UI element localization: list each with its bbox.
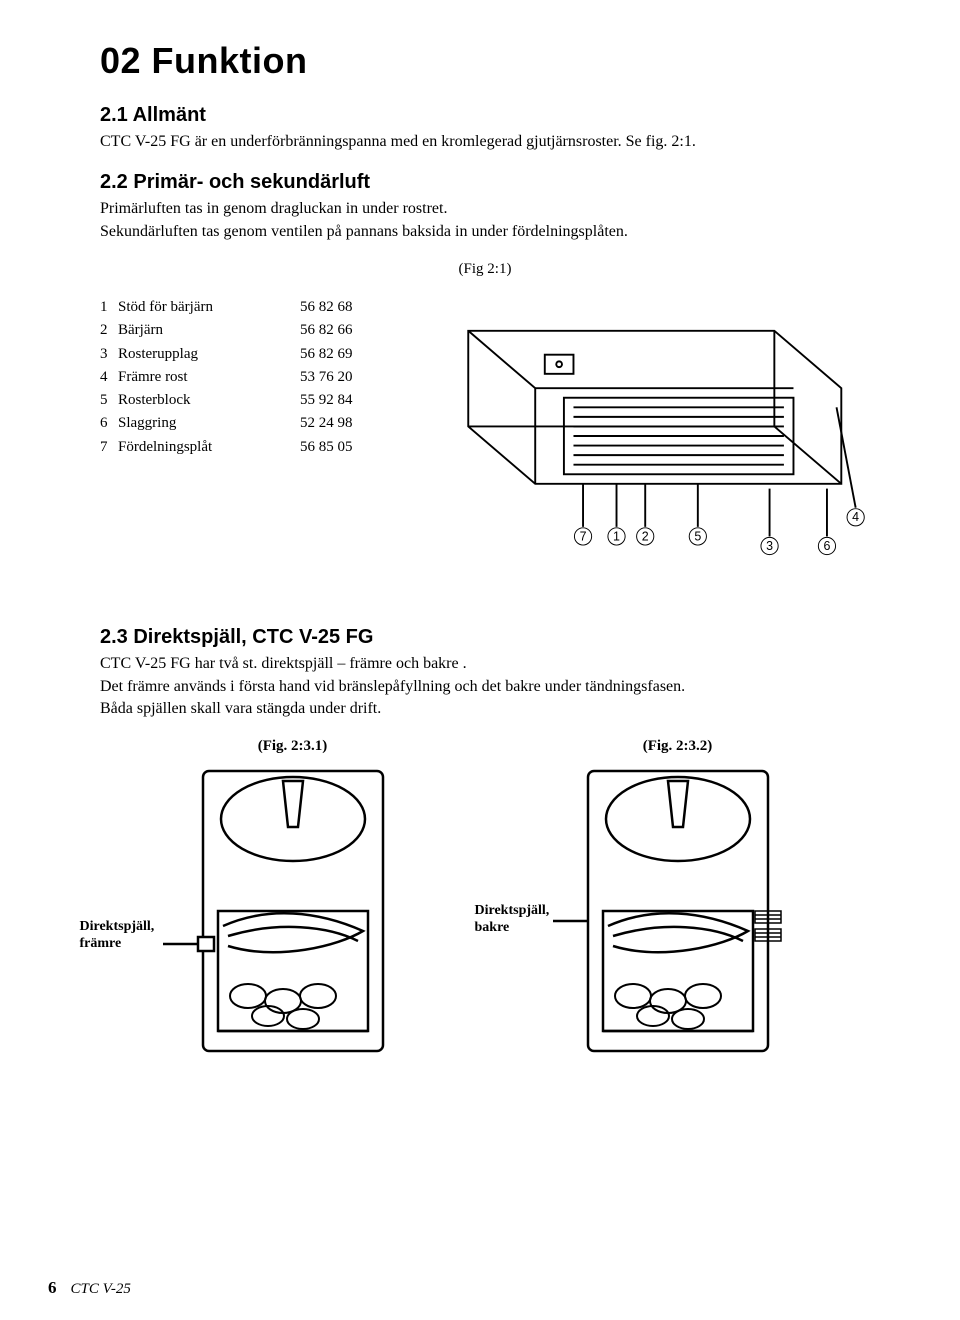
body-2-2: Primärluften tas in genom dragluckan in …: [100, 198, 870, 243]
parts-row-2: 2 Bärjärn 56 82 66: [100, 319, 370, 342]
part-num: 2: [100, 319, 118, 342]
page-footer: 6 CTC V-25: [48, 1278, 131, 1298]
callout-2: 2: [642, 529, 649, 543]
part-code: 56 82 68: [300, 296, 370, 319]
fig-2-3-2-label: (Fig. 2:3.2): [643, 738, 713, 755]
callout-5: 5: [694, 529, 701, 543]
part-code: 53 76 20: [300, 366, 370, 389]
section-2-1: 2.1 Allmänt CTC V-25 FG är en underförbr…: [100, 104, 870, 153]
section-2-3: 2.3 Direktspjäll, CTC V-25 FG CTC V-25 F…: [100, 626, 870, 720]
page-title: 02 Funktion: [100, 40, 870, 82]
boiler-back-icon: [553, 761, 823, 1061]
parts-row-4: 4 Främre rost 53 76 20: [100, 366, 370, 389]
part-num: 6: [100, 412, 118, 435]
callout-back-damper: Direktspjäll, bakre: [475, 903, 550, 937]
part-num: 4: [100, 366, 118, 389]
callout-3: 3: [766, 539, 773, 553]
part-name: Främre rost: [118, 366, 300, 389]
callout-1: 1: [613, 529, 620, 543]
callout-6: 6: [823, 539, 830, 553]
part-num: 5: [100, 389, 118, 412]
part-num: 3: [100, 343, 118, 366]
boiler-front-icon: [148, 761, 418, 1061]
parts-row: 1 Stöd för bärjärn 56 82 68 2 Bärjärn 56…: [100, 296, 870, 576]
part-code: 56 82 69: [300, 343, 370, 366]
body-2-3: CTC V-25 FG har två st. direktspjäll – f…: [100, 653, 870, 720]
heading-2-2: 2.2 Primär- och sekundärluft: [100, 171, 870, 194]
boilers-row: Direktspjäll, främre: [100, 761, 870, 1061]
parts-list: 1 Stöd för bärjärn 56 82 68 2 Bärjärn 56…: [100, 296, 370, 459]
body-2-1: CTC V-25 FG är en underförbränningspanna…: [100, 131, 870, 153]
part-name: Slaggring: [118, 412, 300, 435]
fig-2-3-1-label: (Fig. 2:3.1): [258, 738, 328, 755]
heading-2-1: 2.1 Allmänt: [100, 104, 870, 127]
parts-row-3: 3 Rosterupplag 56 82 69: [100, 343, 370, 366]
part-name: Fördelningsplåt: [118, 436, 300, 459]
parts-row-5: 5 Rosterblock 55 92 84: [100, 389, 370, 412]
parts-row-6: 6 Slaggring 52 24 98: [100, 412, 370, 435]
part-num: 1: [100, 296, 118, 319]
parts-row-7: 7 Fördelningsplåt 56 85 05: [100, 436, 370, 459]
part-code: 55 92 84: [300, 389, 370, 412]
part-name: Rosterblock: [118, 389, 300, 412]
section-2-2: 2.2 Primär- och sekundärluft Primärlufte…: [100, 171, 870, 243]
fig-2-1-diagram: 7 1 2 5 3 4 6: [430, 296, 870, 576]
callout-7: 7: [580, 529, 587, 543]
part-name: Rosterupplag: [118, 343, 300, 366]
heading-2-3: 2.3 Direktspjäll, CTC V-25 FG: [100, 626, 870, 649]
callout-front-damper: Direktspjäll, främre: [80, 919, 155, 953]
part-name: Stöd för bärjärn: [118, 296, 300, 319]
doc-name: CTC V-25: [71, 1281, 131, 1298]
parts-row-1: 1 Stöd för bärjärn 56 82 68: [100, 296, 370, 319]
callout-4: 4: [852, 510, 859, 524]
page-number: 6: [48, 1278, 57, 1298]
part-code: 52 24 98: [300, 412, 370, 435]
boiler-back: Direktspjäll, bakre: [553, 761, 823, 1061]
roster-diagram-icon: 7 1 2 5 3 4 6: [430, 296, 870, 576]
fig-labels-row: (Fig. 2:3.1) (Fig. 2:3.2): [100, 738, 870, 755]
part-code: 56 85 05: [300, 436, 370, 459]
part-name: Bärjärn: [118, 319, 300, 342]
boiler-front: Direktspjäll, främre: [148, 761, 418, 1061]
part-num: 7: [100, 436, 118, 459]
part-code: 56 82 66: [300, 319, 370, 342]
fig-2-1-label: (Fig 2:1): [100, 261, 870, 278]
